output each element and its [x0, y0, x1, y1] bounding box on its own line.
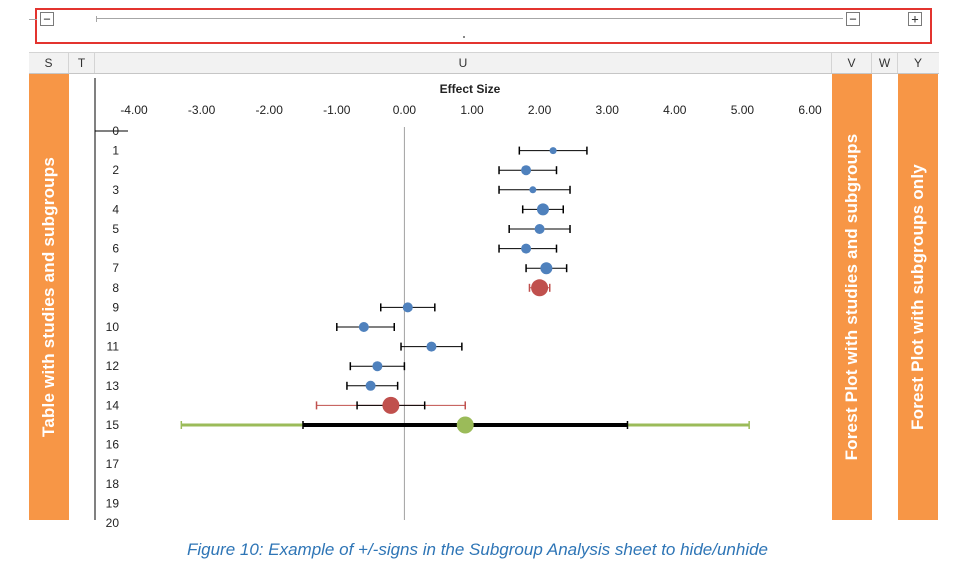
- x-tick-label: -2.00: [256, 103, 284, 117]
- outline-level-dot: [463, 36, 465, 38]
- plot-frame: [94, 78, 405, 520]
- collapse-group-right-button[interactable]: −: [846, 12, 860, 26]
- study-point: [529, 186, 537, 194]
- row-label: 3: [112, 183, 119, 197]
- row-label: 10: [106, 320, 120, 334]
- column-header-y[interactable]: Y: [913, 56, 922, 70]
- x-tick-label: -3.00: [188, 103, 216, 117]
- collapse-group-left-button[interactable]: −: [40, 12, 54, 26]
- row-label: 12: [106, 359, 120, 373]
- study-point: [536, 203, 549, 216]
- study-point: [521, 243, 532, 254]
- x-tick-label: 4.00: [663, 103, 687, 117]
- row-label: 8: [112, 281, 119, 295]
- row-label: 0: [112, 124, 119, 138]
- x-tick-label: -4.00: [120, 103, 148, 117]
- outline-line-start-tick: [96, 16, 97, 22]
- study-point: [372, 361, 383, 372]
- column-header-row: [29, 52, 939, 74]
- overall-point: [456, 416, 474, 434]
- study-point: [358, 322, 369, 332]
- study-point: [365, 380, 376, 391]
- row-label: 7: [112, 261, 119, 275]
- forest-plot: Effect Size -4.00 -3.00 -2.00 -1.00 0.00 1.00…: [94, 78, 822, 530]
- study-point: [426, 341, 437, 352]
- expand-group-button[interactable]: +: [908, 12, 922, 26]
- middle-panel: Forest Plot with studies and subgroups: [832, 74, 872, 520]
- study-point: [534, 224, 545, 234]
- x-tick-label: 0.00: [393, 103, 417, 117]
- column-header-w[interactable]: W: [872, 53, 898, 73]
- x-tick-label: -1.00: [323, 103, 351, 117]
- x-tick-label: 5.00: [731, 103, 755, 117]
- column-header-s[interactable]: S: [29, 53, 69, 73]
- row-label: 20: [106, 516, 120, 530]
- row-label: 5: [112, 222, 119, 236]
- row-label: 4: [112, 202, 119, 216]
- row-label: 15: [106, 418, 120, 432]
- row-label: 18: [106, 477, 120, 491]
- row-label: 14: [106, 398, 120, 412]
- row-label: 2: [112, 163, 119, 177]
- outline-line-left: [29, 19, 37, 20]
- study-point: [540, 262, 553, 275]
- row-label: 19: [106, 496, 120, 510]
- x-tick-label: 2.00: [528, 103, 552, 117]
- row-label: 17: [106, 457, 120, 471]
- outline-group-bar: [35, 8, 932, 44]
- subgroup-point: [531, 279, 549, 297]
- study-point: [549, 147, 557, 155]
- row-label: 16: [106, 438, 120, 452]
- row-label: 1: [112, 144, 119, 158]
- chart-title: Effect Size: [440, 82, 501, 96]
- right-panel: Forest Plot with subgroups only: [898, 74, 938, 520]
- subgroup-point: [382, 396, 400, 414]
- column-header-t[interactable]: T: [69, 53, 95, 73]
- left-panel: Table with studies and subgroups: [29, 74, 69, 520]
- row-label: 9: [112, 300, 119, 314]
- row-label: 11: [107, 340, 120, 354]
- study-point: [402, 302, 413, 313]
- outline-group-line: [96, 18, 843, 19]
- x-tick-label: 3.00: [596, 103, 620, 117]
- study-point: [521, 165, 532, 176]
- row-label: 6: [112, 242, 119, 256]
- column-header-u[interactable]: U: [95, 53, 832, 73]
- column-header-v[interactable]: V: [832, 53, 872, 73]
- figure-caption: Figure 10: Example of +/-signs in the Su…: [186, 540, 769, 559]
- row-label: 13: [106, 379, 120, 393]
- x-tick-label: 1.00: [460, 103, 484, 117]
- x-tick-label: 6.00: [798, 103, 822, 117]
